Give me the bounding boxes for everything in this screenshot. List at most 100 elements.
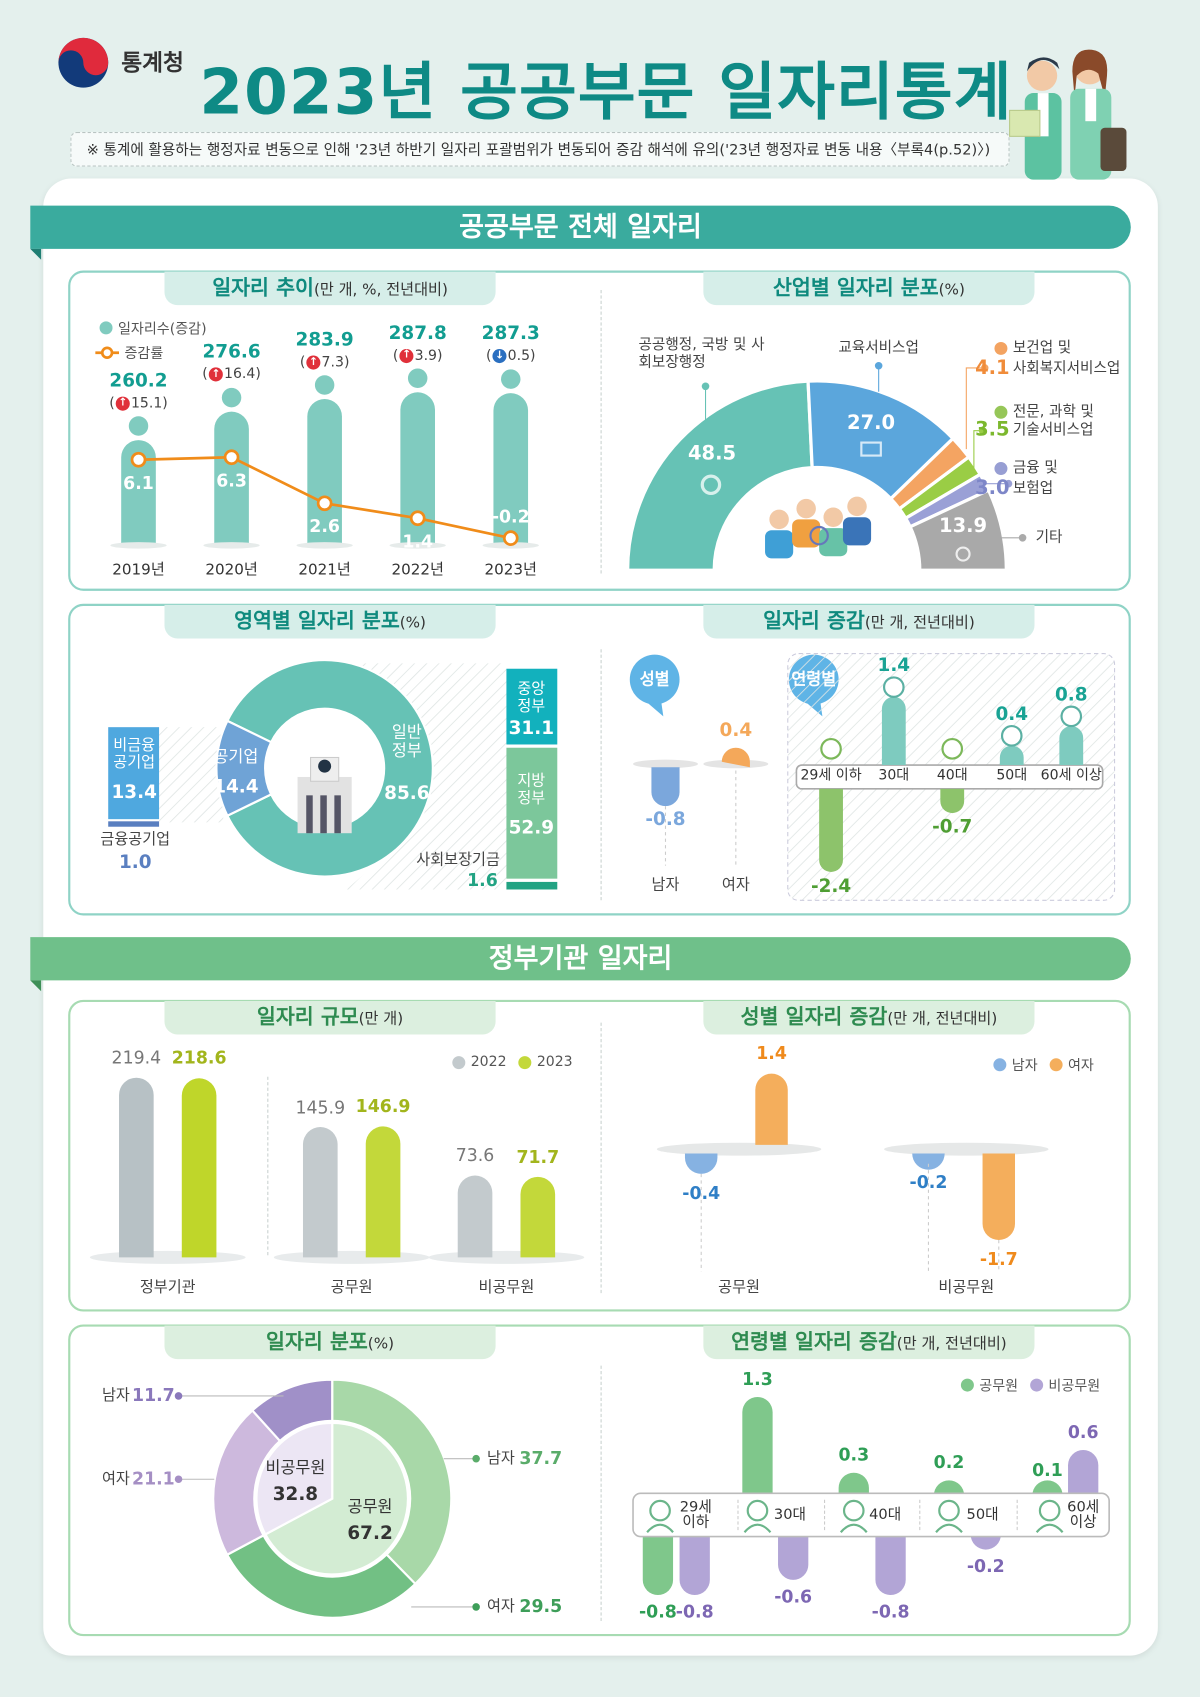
outer-label: 여자 <box>486 1598 515 1616</box>
group-label: 성별 <box>639 669 670 689</box>
legend-age: 공무원 비공무원 <box>960 1374 1100 1395</box>
outer-slice <box>225 1533 417 1619</box>
change-label: (↑ 16.4) <box>202 366 261 384</box>
size-bar <box>520 1176 556 1258</box>
heart-hand-icon <box>994 341 1008 355</box>
slice-value: 13.9 <box>939 514 988 538</box>
slice-label: 기술서비스업 <box>1012 421 1094 439</box>
panel-size-gender <box>68 999 1131 1312</box>
divider <box>600 290 602 574</box>
outer-value: 29.5 <box>519 1595 563 1617</box>
legend-swatch <box>1049 1057 1063 1071</box>
change-value: 16.4 <box>224 366 256 384</box>
slice-label: 기타 <box>1035 528 1063 546</box>
person-icon <box>1035 1523 1064 1533</box>
gender-label: 여자 <box>721 876 750 894</box>
slice-label: 보건업 및 <box>1012 338 1072 357</box>
category-label: 비공무원 <box>938 1278 995 1297</box>
change-value: 15.1 <box>130 395 163 412</box>
bar-head-marker <box>501 369 521 389</box>
age-label: 60세 이상 <box>1040 767 1102 785</box>
age-change-value: -2.4 <box>810 875 852 898</box>
person-icon <box>935 1523 963 1533</box>
job-count-bar <box>121 440 156 545</box>
outer-value: 21.1 <box>132 1468 175 1489</box>
bar-head-marker <box>128 416 149 436</box>
legend-swatch <box>518 1055 532 1069</box>
age-change-bar <box>742 1396 773 1496</box>
size-value: 219.4 <box>111 1047 162 1068</box>
person-illustration <box>796 498 816 519</box>
job-count-bar <box>307 399 342 545</box>
title-text: 일자리 규모 <box>256 1005 359 1030</box>
leader-dot <box>874 361 883 370</box>
slice-value: 14.4 <box>213 776 259 798</box>
change-label: (↑ 15.1) <box>109 395 168 412</box>
leader-dot <box>1018 534 1027 542</box>
unit-text: (만 개, 전년대비) <box>896 1335 1007 1353</box>
inner-label: 비공무원 <box>265 1457 326 1478</box>
leader-dot <box>174 1392 183 1400</box>
panel-trend-industry <box>68 270 1131 591</box>
gender-change-bar <box>684 1153 718 1174</box>
x-tick-label: 2022년 <box>391 561 444 579</box>
money-icon <box>994 462 1008 476</box>
age-change-bar <box>933 1480 965 1496</box>
person-icon <box>1000 725 1023 747</box>
legend-2022: 2022 2023 <box>452 1053 573 1071</box>
gender-change-value: -0.8 <box>645 808 686 831</box>
inner-label: 공무원 <box>347 1496 393 1517</box>
age-change-bar <box>838 1472 869 1496</box>
gender-change-bar <box>982 1153 1016 1240</box>
breakdown-value: 1.6 <box>467 869 498 891</box>
leader-dot <box>980 364 989 372</box>
public-corp-slice <box>215 719 273 818</box>
chart-title-area: 영역별 일자리 분포(%) <box>164 604 496 639</box>
chart-title-gender-change: 성별 일자리 증감(만 개, 전년대비) <box>703 1000 1035 1035</box>
arrow-up-icon: ↑ <box>208 367 223 382</box>
title-text: 영역별 일자리 분포 <box>234 609 400 634</box>
unit-text: (만 개) <box>358 1010 404 1028</box>
person-icon <box>1060 705 1083 728</box>
value-label: 0.6 <box>1067 1421 1099 1443</box>
legend-label: 공무원 <box>979 1378 1019 1395</box>
legend-label: 2022 <box>470 1053 507 1071</box>
arrow-down-icon: ↓ <box>492 349 507 364</box>
unit-text: (%) <box>367 1335 395 1353</box>
banner-fold <box>30 980 42 992</box>
job-count-label: 276.6 <box>202 341 261 364</box>
person-icon <box>842 1499 865 1522</box>
chart-title-size: 일자리 규모(만 개) <box>164 1000 496 1035</box>
age-label: 29세 이하 <box>679 1498 712 1532</box>
slice-label: 교육서비스업 <box>838 338 919 357</box>
category-label: 공무원 <box>718 1278 760 1297</box>
job-count-label: 283.9 <box>295 328 354 351</box>
growth-rate-label: 6.1 <box>123 472 154 494</box>
value-label: -0.4 <box>682 1182 721 1203</box>
breakdown-value: 52.9 <box>508 817 555 839</box>
person-icon <box>1038 1499 1061 1522</box>
gender-change-value: 0.4 <box>719 719 753 742</box>
job-count-bar <box>493 393 529 545</box>
breakdown-label: 금융공기업 <box>100 831 171 849</box>
age-change-bar <box>1068 1450 1099 1496</box>
legend-label: 남자 <box>1011 1058 1038 1075</box>
breakdown-label: 사회보장기금 <box>416 851 500 869</box>
value-label: 0.2 <box>933 1451 965 1473</box>
gender-label: 남자 <box>651 876 680 894</box>
age-label: 40대 <box>936 767 968 785</box>
group-bubble <box>629 654 680 705</box>
title-text: 연령별 일자리 증감 <box>731 1329 897 1354</box>
change-value: 7.3 <box>321 354 344 371</box>
growth-rate-point <box>409 510 426 527</box>
slice-label: 공기업 <box>213 747 259 767</box>
outer-label: 남자 <box>101 1387 130 1405</box>
section-banner-public-sector: 공공부문 전체 일자리 <box>30 205 1131 249</box>
legend-swatch <box>960 1378 974 1392</box>
slice-label: 금융 및 <box>1012 459 1058 477</box>
slice-label: 전문, 과학 및 <box>1012 402 1094 421</box>
growth-rate-label: -0.2 <box>491 506 530 528</box>
slice-label: 공공행정, 국방 및 사회보장행정 <box>638 335 765 371</box>
person-icon <box>882 676 905 698</box>
